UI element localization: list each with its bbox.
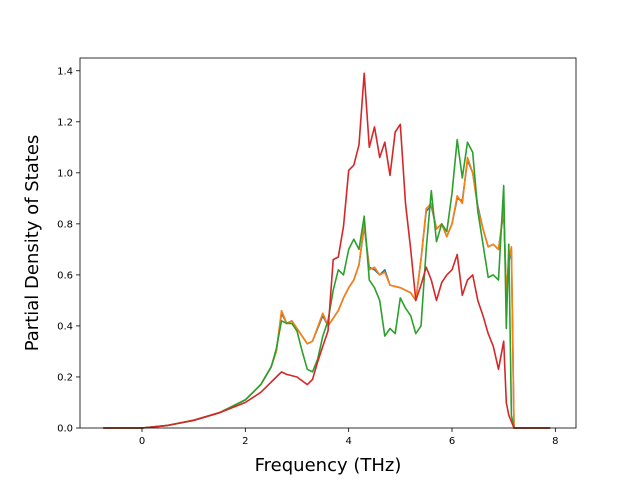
y-tick-label: 0.6 — [57, 270, 73, 281]
x-tick-label: 2 — [242, 436, 248, 447]
x-tick-label: 4 — [345, 436, 351, 447]
series-layer — [103, 72, 551, 429]
x-axis-label: Frequency (THz) — [255, 455, 402, 476]
x-tick-label: 8 — [552, 436, 558, 447]
plot-area — [80, 58, 576, 428]
y-axis: 0.0 0.2 0.4 0.6 0.8 1.0 1.2 1.4 — [57, 66, 80, 435]
x-tick-label: 0 — [139, 436, 145, 447]
series-line-2 — [103, 156, 551, 429]
y-tick-label: 0.4 — [57, 321, 73, 332]
series-line-3 — [103, 138, 551, 429]
y-axis-label: Partial Density of States — [22, 135, 43, 352]
y-tick-label: 0.0 — [57, 424, 73, 435]
y-tick-label: 0.8 — [57, 219, 73, 230]
y-tick-label: 1.2 — [57, 117, 73, 128]
x-axis: 0 2 4 6 8 — [139, 428, 559, 447]
series-line-4 — [103, 72, 551, 429]
x-tick-label: 6 — [449, 436, 455, 447]
y-tick-label: 0.2 — [57, 372, 73, 383]
y-tick-label: 1.0 — [57, 168, 73, 179]
plot-frame — [79, 57, 577, 429]
y-tick-label: 1.4 — [57, 66, 73, 77]
